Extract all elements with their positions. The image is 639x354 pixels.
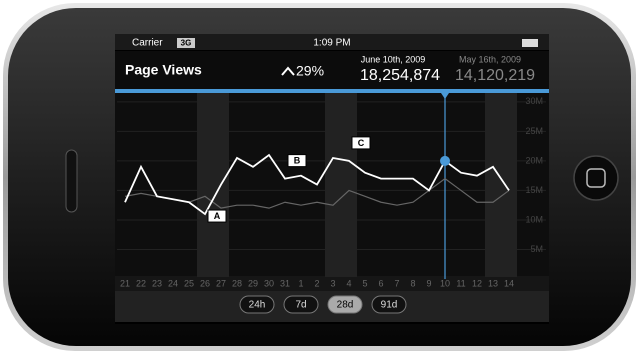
x-tick-label: 13 [488,278,498,288]
battery [522,39,538,47]
shaded-column [325,93,341,277]
x-tick-label: 30 [264,278,274,288]
x-tick-label: 4 [346,278,351,288]
title: Page Views [125,62,202,78]
current-value: 18,254,874 [360,67,440,84]
annotation-label: B [294,155,301,165]
current-date: June 10th, 2009 [361,54,426,64]
shaded-column [485,93,501,277]
shaded-column [197,93,213,277]
x-tick-label: 31 [280,278,290,288]
annotation-label: C [358,138,365,148]
x-tick-label: 6 [378,278,383,288]
x-tick-label: 23 [152,278,162,288]
y-tick-label: 25M [525,126,543,136]
x-tick-label: 14 [504,278,514,288]
home-icon [586,168,606,188]
x-tick-label: 12 [472,278,482,288]
network: 3G [181,39,192,48]
x-tick-label: 3 [330,278,335,288]
x-tick-label: 7 [394,278,399,288]
annotation-box [287,154,307,168]
x-axis-band [115,276,549,291]
x-tick-label: 9 [426,278,431,288]
change: 29% [296,63,324,79]
y-tick-label: 5M [530,244,543,254]
x-tick-label: 11 [456,278,465,288]
shaded-column [501,93,517,277]
previous-value: 14,120,219 [455,67,535,84]
status-bar [115,34,549,50]
x-tick-label: 21 [120,278,130,288]
range-button[interactable] [371,295,407,314]
x-tick-label: 1 [298,278,303,288]
range-button[interactable] [283,295,319,314]
x-tick-label: 10 [440,278,450,288]
y-tick-label: 20M [525,155,543,165]
cursor-handle [441,93,449,99]
x-tick-label: 26 [200,278,210,288]
y-tick-label: 10M [525,214,543,224]
x-tick-label: 24 [168,278,178,288]
range-label[interactable]: 24h [249,300,266,311]
clock: 1:09 PM [313,38,350,49]
carrier: Carrier [132,38,163,49]
annotation-label: A [214,211,221,221]
x-tick-label: 28 [232,278,242,288]
cursor-point [440,155,450,166]
x-tick-label: 25 [184,278,194,288]
speaker [65,149,78,213]
range-label[interactable]: 28d [337,300,354,311]
previous-date: May 16th, 2009 [459,54,521,64]
home-button[interactable] [573,155,619,201]
up-caret [281,66,295,76]
x-tick-label: 2 [314,278,319,288]
range-button[interactable] [239,295,275,314]
x-tick-label: 27 [216,278,226,288]
x-tick-label: 22 [136,278,146,288]
y-tick-label: 30M [525,96,543,106]
x-tick-label: 8 [410,278,415,288]
annotation-box [207,209,227,223]
range-label[interactable]: 7d [295,300,306,311]
x-tick-label: 5 [362,278,367,288]
annotation-box [351,136,371,150]
header-rule [115,89,549,93]
x-tick-label: 29 [248,278,258,288]
network-badge [177,38,195,48]
header [115,51,549,89]
range-label[interactable]: 91d [381,300,398,311]
y-tick-label: 15M [525,185,543,195]
range-button[interactable] [327,295,363,314]
